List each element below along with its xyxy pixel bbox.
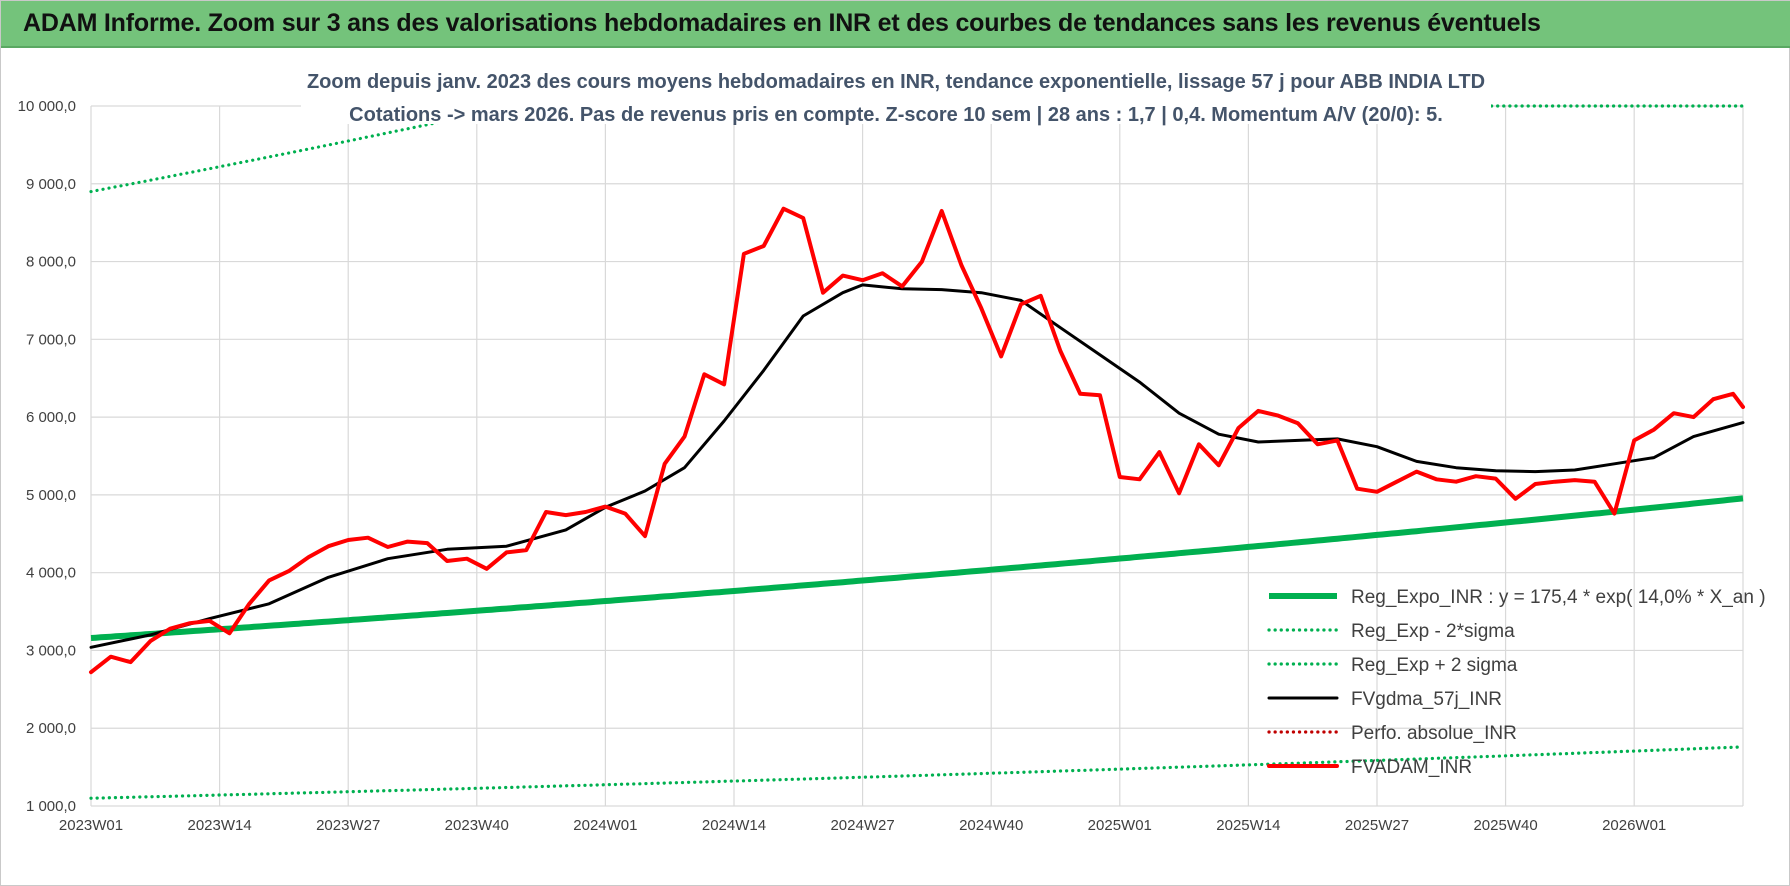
legend-label: Reg_Exp + 2 sigma — [1351, 655, 1518, 676]
series-line-1 — [89, 745, 1745, 800]
plot-background — [1, 48, 1789, 885]
x-tick-label: 2024W40 — [959, 817, 1023, 834]
legend-label: Reg_Expo_INR : y = 175,4 * exp( 14,0% * … — [1351, 587, 1766, 608]
y-tick-label: 10 000,0 — [18, 98, 76, 115]
chart-subtitle: Cotations -> mars 2026. Pas de revenus p… — [349, 104, 1443, 126]
y-tick-label: 7 000,0 — [26, 331, 76, 348]
x-tick-label: 2025W14 — [1216, 817, 1280, 834]
y-tick-label: 2 000,0 — [26, 720, 76, 737]
x-tick-label: 2023W27 — [316, 817, 380, 834]
series-line-5 — [89, 206, 1745, 675]
y-tick-label: 3 000,0 — [26, 642, 76, 659]
series-line-0 — [90, 495, 1744, 641]
legend-label: FVgdma_57j_INR — [1351, 689, 1502, 710]
x-tick-label: 2023W40 — [445, 817, 509, 834]
x-axis-ticks: 2023W01 2023W14 2023W27 2023W40 2024W01 2024W… — [59, 817, 1666, 834]
chart-title: Zoom depuis janv. 2023 des cours moyens … — [307, 71, 1485, 93]
series-line-3 — [89, 283, 1745, 649]
x-tick-label: 2024W27 — [830, 817, 894, 834]
title-backdrop — [301, 58, 1491, 124]
y-tick-label: 8 000,0 — [26, 254, 76, 271]
x-tick-label: 2024W14 — [702, 817, 766, 834]
x-tick-label: 2025W40 — [1473, 817, 1537, 834]
legend-label: FVADAM_INR — [1351, 757, 1472, 778]
report-banner: ADAM Informe. Zoom sur 3 ans des valoris… — [1, 1, 1790, 48]
x-tick-label: 2023W01 — [59, 817, 123, 834]
report-title: ADAM Informe. Zoom sur 3 ans des valoris… — [23, 9, 1541, 37]
y-axis-ticks: 1 000,0 2 000,0 3 000,0 4 000,0 5 000,0 6 000… — [18, 98, 76, 815]
y-tick-label: 5 000,0 — [26, 487, 76, 504]
line-chart: 1 000,0 2 000,0 3 000,0 4 000,0 5 000,0 6 000… — [1, 48, 1789, 885]
y-tick-label: 9 000,0 — [26, 176, 76, 193]
gridlines — [90, 105, 1744, 807]
x-tick-label: 2023W14 — [187, 817, 251, 834]
x-tick-label: 2026W01 — [1602, 817, 1666, 834]
x-tick-label: 2025W01 — [1088, 817, 1152, 834]
x-tick-label: 2025W27 — [1345, 817, 1409, 834]
legend: Reg_Expo_INR : y = 175,4 * exp( 14,0% * … — [1267, 587, 1766, 778]
y-tick-label: 1 000,0 — [26, 798, 76, 815]
y-tick-label: 4 000,0 — [26, 565, 76, 582]
y-tick-label: 6 000,0 — [26, 409, 76, 426]
legend-label: Perfo. absolue_INR — [1351, 723, 1517, 744]
x-tick-label: 2024W01 — [573, 817, 637, 834]
legend-label: Reg_Exp - 2*sigma — [1351, 621, 1515, 642]
chart-title-group: Zoom depuis janv. 2023 des cours moyens … — [301, 58, 1491, 126]
